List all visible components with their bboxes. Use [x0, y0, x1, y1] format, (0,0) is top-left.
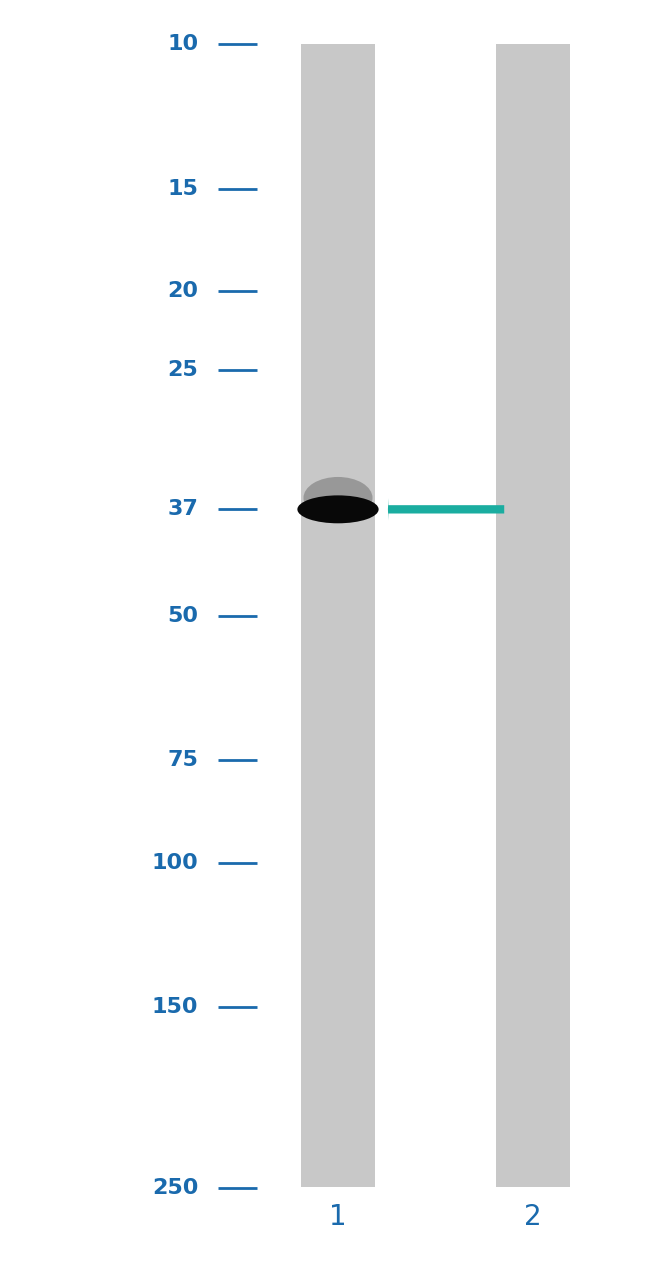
Text: 100: 100: [151, 852, 198, 872]
Text: 15: 15: [168, 179, 198, 198]
Text: 150: 150: [151, 997, 198, 1017]
Bar: [300, 44, 376, 1187]
Text: 25: 25: [168, 359, 198, 380]
Text: 20: 20: [167, 281, 198, 301]
Text: 1: 1: [329, 1203, 347, 1231]
Bar: [495, 44, 571, 1187]
Ellipse shape: [298, 495, 378, 523]
Text: 37: 37: [168, 499, 198, 519]
Ellipse shape: [304, 478, 372, 519]
Text: 2: 2: [524, 1203, 542, 1231]
Text: 250: 250: [152, 1179, 198, 1198]
Text: 10: 10: [167, 34, 198, 55]
Text: 75: 75: [168, 751, 198, 771]
Text: 50: 50: [167, 606, 198, 626]
